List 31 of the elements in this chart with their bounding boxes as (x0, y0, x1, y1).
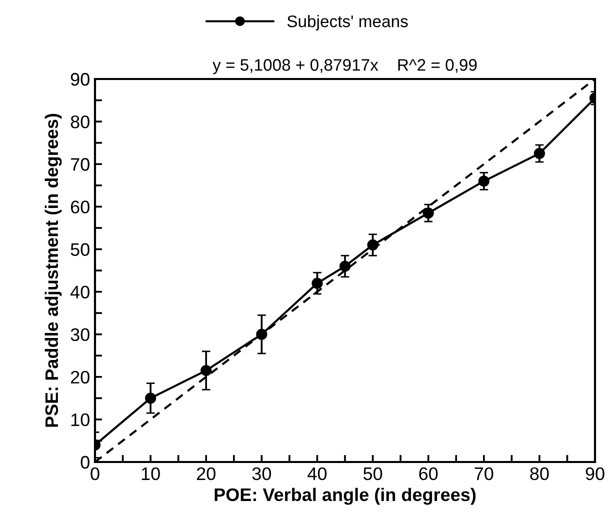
point (312, 278, 323, 289)
point (200, 364, 212, 376)
point (339, 260, 351, 272)
x-tick-label: 20 (196, 467, 216, 480)
y-tick-label: 10 (71, 413, 90, 426)
x-axis-title: POE: Verbal angle (in degrees) (214, 488, 476, 505)
x-tick-label: 80 (530, 467, 549, 480)
legend-label: Subjects' means (287, 15, 408, 31)
point (145, 392, 156, 404)
y-tick-label: 70 (70, 158, 90, 171)
y-tick-label: 40 (70, 286, 90, 298)
y-tick-label: 20 (70, 370, 90, 384)
point (534, 148, 545, 160)
x-tick-label: 0 (90, 467, 100, 480)
y-tick-label: 60 (70, 200, 90, 214)
y-tick-label: 0 (80, 456, 90, 469)
x-tick-label: 10 (142, 467, 160, 480)
y-tick-label: 30 (70, 328, 90, 342)
y-tick-label: 90 (70, 72, 90, 86)
chart-title: y = 5,1008 + 0,87917x R^2 = 0,99 (212, 59, 477, 74)
x-tick-label: 50 (363, 467, 382, 480)
x-tick-label: 40 (308, 467, 327, 480)
x-tick-label: 30 (252, 467, 272, 480)
x-tick-label: 70 (474, 467, 494, 480)
y-tick-label: 50 (70, 243, 90, 256)
x-tick-label: 60 (419, 467, 438, 480)
x-tick-label: 90 (586, 467, 604, 480)
y-tick-label: 80 (70, 115, 90, 128)
point (478, 176, 490, 187)
y-axis-title: PSE: Paddle adjustment (in degrees) (44, 114, 62, 427)
point (422, 207, 434, 219)
